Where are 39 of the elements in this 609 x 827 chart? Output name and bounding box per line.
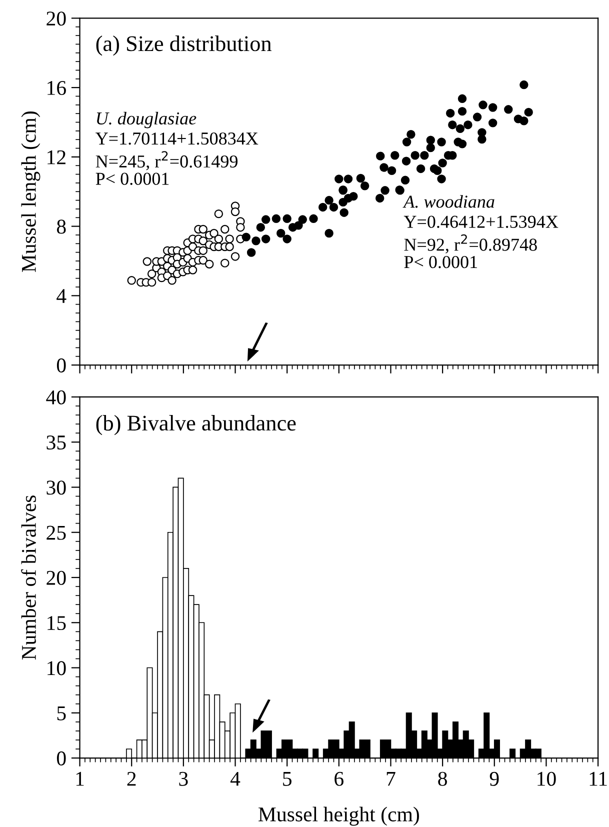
y-tick-label: 12	[48, 150, 66, 164]
y-tick-label: 25	[46, 526, 66, 540]
annotation: Y=0.46412+1.5394X	[404, 216, 558, 228]
y-tick-label: 16	[48, 80, 66, 95]
x-tick-label: 7	[386, 772, 396, 786]
annotation: U. douglasiae	[96, 112, 196, 128]
x-tick-label: 1	[76, 772, 84, 786]
y-tick-label: 0	[56, 751, 66, 766]
x-tick-label: 4	[230, 772, 240, 786]
annotation: A. woodiana	[402, 195, 494, 208]
y-tick-label: 10	[48, 661, 66, 676]
x-tick-label: 10	[538, 772, 556, 786]
y-axis-title: Mussel length (cm)	[21, 112, 40, 272]
x-tick-label: 6	[334, 772, 344, 786]
y-tick-label: 0	[56, 358, 66, 372]
y-tick-label: 20	[46, 570, 66, 585]
annotation: P< 0.0001	[404, 256, 477, 268]
annotation: Y=1.70114+1.50834X	[96, 132, 258, 145]
y-tick-label: 4	[56, 289, 66, 303]
x-axis-title: Mussel height (cm)	[258, 806, 419, 826]
x-tick-label: 11	[590, 772, 607, 786]
y-tick-label: 15	[48, 616, 66, 630]
annotation: N=245, r$^{2}$=0.61499	[96, 151, 238, 170]
annotation: P< 0.0001	[96, 172, 169, 185]
x-tick-label: 3	[179, 772, 188, 786]
y-tick-label: 40	[46, 390, 66, 404]
x-tick-label: 5	[283, 772, 292, 786]
y-axis-title: Number of bivalves	[21, 496, 36, 660]
y-tick-label: 5	[57, 706, 66, 720]
y-tick-label: 30	[46, 480, 66, 495]
x-tick-label: 9	[490, 772, 499, 786]
x-tick-label: 2	[127, 772, 136, 786]
text: (b) Bivalve abundance	[96, 415, 296, 436]
text: (a) Size distribution	[96, 36, 272, 56]
y-tick-label: 8	[56, 220, 66, 234]
annotation: N=92, r$^{2}$=0.89748	[404, 234, 537, 254]
y-tick-label: 35	[46, 436, 66, 450]
x-tick-label: 8	[438, 772, 447, 786]
y-tick-label: 20	[46, 12, 66, 26]
